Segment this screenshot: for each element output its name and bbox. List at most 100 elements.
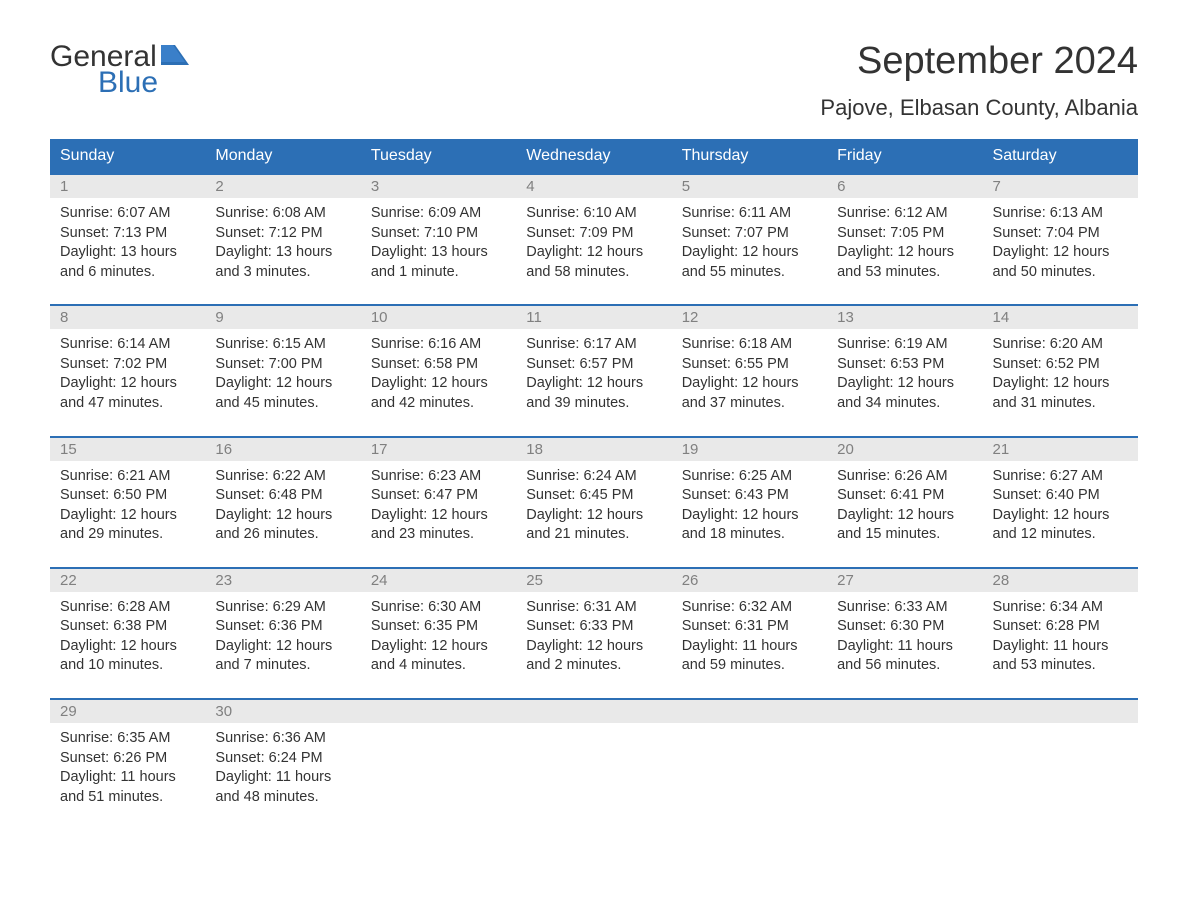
day-number: 1 (50, 173, 205, 198)
day-cell: 14Sunrise: 6:20 AMSunset: 6:52 PMDayligh… (983, 304, 1138, 435)
daylight-text-1: Daylight: 12 hours (60, 374, 195, 394)
sunrise-text: Sunrise: 6:30 AM (371, 598, 506, 618)
sunrise-text: Sunrise: 6:33 AM (837, 598, 972, 618)
sunset-text: Sunset: 6:26 PM (60, 749, 195, 769)
day-number: . (983, 698, 1138, 723)
day-cell: 1Sunrise: 6:07 AMSunset: 7:13 PMDaylight… (50, 173, 205, 304)
day-cell: 19Sunrise: 6:25 AMSunset: 6:43 PMDayligh… (672, 436, 827, 567)
day-number: 2 (205, 173, 360, 198)
day-content: Sunrise: 6:16 AMSunset: 6:58 PMDaylight:… (361, 329, 516, 435)
day-content (516, 723, 671, 803)
day-content: Sunrise: 6:23 AMSunset: 6:47 PMDaylight:… (361, 461, 516, 567)
week-row: 22Sunrise: 6:28 AMSunset: 6:38 PMDayligh… (50, 567, 1138, 698)
day-cell: 10Sunrise: 6:16 AMSunset: 6:58 PMDayligh… (361, 304, 516, 435)
day-cell: 27Sunrise: 6:33 AMSunset: 6:30 PMDayligh… (827, 567, 982, 698)
daylight-text-2: and 7 minutes. (215, 656, 350, 676)
sunrise-text: Sunrise: 6:15 AM (215, 335, 350, 355)
day-content: Sunrise: 6:26 AMSunset: 6:41 PMDaylight:… (827, 461, 982, 567)
day-number: 29 (50, 698, 205, 723)
weekday-header: Thursday (672, 139, 827, 173)
daylight-text-1: Daylight: 13 hours (371, 243, 506, 263)
day-content (827, 723, 982, 803)
sunset-text: Sunset: 6:52 PM (993, 355, 1128, 375)
sunrise-text: Sunrise: 6:13 AM (993, 204, 1128, 224)
daylight-text-2: and 12 minutes. (993, 525, 1128, 545)
daylight-text-2: and 59 minutes. (682, 656, 817, 676)
day-cell: 30Sunrise: 6:36 AMSunset: 6:24 PMDayligh… (205, 698, 360, 829)
day-content: Sunrise: 6:31 AMSunset: 6:33 PMDaylight:… (516, 592, 671, 698)
day-cell: 9Sunrise: 6:15 AMSunset: 7:00 PMDaylight… (205, 304, 360, 435)
day-number: 23 (205, 567, 360, 592)
day-content (983, 723, 1138, 803)
daylight-text-1: Daylight: 11 hours (215, 768, 350, 788)
weekday-header-row: Sunday Monday Tuesday Wednesday Thursday… (50, 139, 1138, 173)
sunrise-text: Sunrise: 6:09 AM (371, 204, 506, 224)
day-cell: . (983, 698, 1138, 829)
day-number: 17 (361, 436, 516, 461)
weekday-header: Friday (827, 139, 982, 173)
daylight-text-2: and 51 minutes. (60, 788, 195, 808)
day-content: Sunrise: 6:33 AMSunset: 6:30 PMDaylight:… (827, 592, 982, 698)
weekday-header: Tuesday (361, 139, 516, 173)
day-number: 19 (672, 436, 827, 461)
sunset-text: Sunset: 6:40 PM (993, 486, 1128, 506)
day-cell: 8Sunrise: 6:14 AMSunset: 7:02 PMDaylight… (50, 304, 205, 435)
daylight-text-1: Daylight: 13 hours (60, 243, 195, 263)
daylight-text-1: Daylight: 12 hours (526, 243, 661, 263)
sunset-text: Sunset: 6:48 PM (215, 486, 350, 506)
daylight-text-1: Daylight: 11 hours (837, 637, 972, 657)
sunset-text: Sunset: 6:30 PM (837, 617, 972, 637)
sunrise-text: Sunrise: 6:07 AM (60, 204, 195, 224)
daylight-text-2: and 53 minutes. (993, 656, 1128, 676)
day-number: 5 (672, 173, 827, 198)
sunset-text: Sunset: 6:33 PM (526, 617, 661, 637)
day-cell: 6Sunrise: 6:12 AMSunset: 7:05 PMDaylight… (827, 173, 982, 304)
daylight-text-1: Daylight: 13 hours (215, 243, 350, 263)
day-content: Sunrise: 6:30 AMSunset: 6:35 PMDaylight:… (361, 592, 516, 698)
sunset-text: Sunset: 6:57 PM (526, 355, 661, 375)
daylight-text-2: and 48 minutes. (215, 788, 350, 808)
sunset-text: Sunset: 6:55 PM (682, 355, 817, 375)
day-cell: 29Sunrise: 6:35 AMSunset: 6:26 PMDayligh… (50, 698, 205, 829)
day-number: 26 (672, 567, 827, 592)
day-number: 12 (672, 304, 827, 329)
daylight-text-1: Daylight: 12 hours (993, 243, 1128, 263)
daylight-text-1: Daylight: 12 hours (60, 506, 195, 526)
sunrise-text: Sunrise: 6:14 AM (60, 335, 195, 355)
sunrise-text: Sunrise: 6:25 AM (682, 467, 817, 487)
day-cell: 12Sunrise: 6:18 AMSunset: 6:55 PMDayligh… (672, 304, 827, 435)
sunrise-text: Sunrise: 6:18 AM (682, 335, 817, 355)
day-content: Sunrise: 6:08 AMSunset: 7:12 PMDaylight:… (205, 198, 360, 304)
daylight-text-2: and 18 minutes. (682, 525, 817, 545)
day-content: Sunrise: 6:22 AMSunset: 6:48 PMDaylight:… (205, 461, 360, 567)
day-content: Sunrise: 6:25 AMSunset: 6:43 PMDaylight:… (672, 461, 827, 567)
day-cell: 11Sunrise: 6:17 AMSunset: 6:57 PMDayligh… (516, 304, 671, 435)
day-content: Sunrise: 6:13 AMSunset: 7:04 PMDaylight:… (983, 198, 1138, 304)
weekday-header: Wednesday (516, 139, 671, 173)
sunset-text: Sunset: 6:50 PM (60, 486, 195, 506)
day-content: Sunrise: 6:27 AMSunset: 6:40 PMDaylight:… (983, 461, 1138, 567)
day-number: . (672, 698, 827, 723)
day-cell: 22Sunrise: 6:28 AMSunset: 6:38 PMDayligh… (50, 567, 205, 698)
daylight-text-2: and 45 minutes. (215, 394, 350, 414)
day-number: 6 (827, 173, 982, 198)
sunset-text: Sunset: 7:07 PM (682, 224, 817, 244)
sunset-text: Sunset: 6:47 PM (371, 486, 506, 506)
daylight-text-2: and 4 minutes. (371, 656, 506, 676)
day-content: Sunrise: 6:07 AMSunset: 7:13 PMDaylight:… (50, 198, 205, 304)
day-content: Sunrise: 6:19 AMSunset: 6:53 PMDaylight:… (827, 329, 982, 435)
sunrise-text: Sunrise: 6:29 AM (215, 598, 350, 618)
daylight-text-2: and 23 minutes. (371, 525, 506, 545)
sunrise-text: Sunrise: 6:08 AM (215, 204, 350, 224)
sunset-text: Sunset: 6:35 PM (371, 617, 506, 637)
sunrise-text: Sunrise: 6:28 AM (60, 598, 195, 618)
sunset-text: Sunset: 6:41 PM (837, 486, 972, 506)
day-content: Sunrise: 6:18 AMSunset: 6:55 PMDaylight:… (672, 329, 827, 435)
sunset-text: Sunset: 6:45 PM (526, 486, 661, 506)
daylight-text-2: and 53 minutes. (837, 263, 972, 283)
sunset-text: Sunset: 6:36 PM (215, 617, 350, 637)
sunrise-text: Sunrise: 6:31 AM (526, 598, 661, 618)
daylight-text-2: and 3 minutes. (215, 263, 350, 283)
day-number: 15 (50, 436, 205, 461)
daylight-text-1: Daylight: 12 hours (526, 506, 661, 526)
